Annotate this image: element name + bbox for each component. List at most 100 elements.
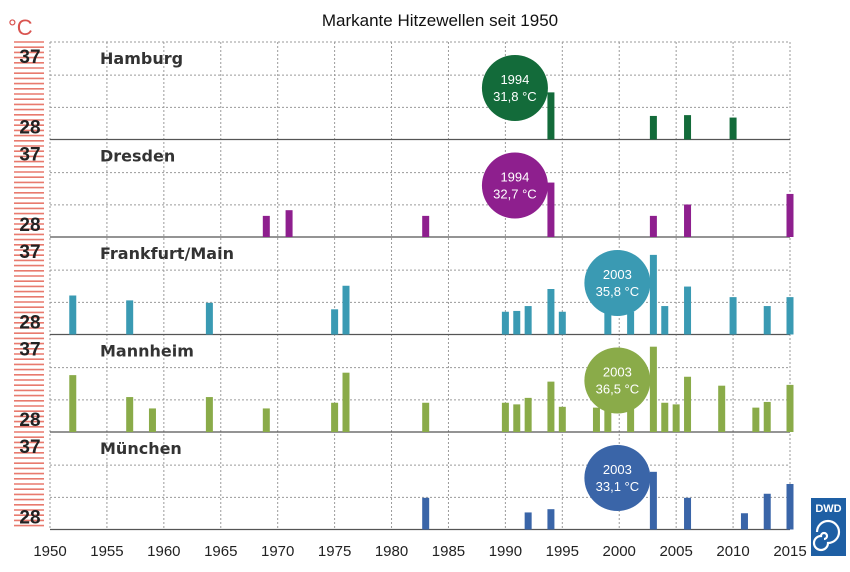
panel-hamburg: 37 28 Hamburg 1994 31,8 °C bbox=[19, 47, 737, 140]
bar bbox=[501, 402, 509, 432]
bar bbox=[729, 117, 737, 140]
logo-text: DWD bbox=[815, 503, 841, 515]
bar bbox=[763, 401, 771, 432]
panel-münchen: 37 28 München 2003 33,1 °C bbox=[19, 437, 794, 530]
x-tick-label: 1980 bbox=[375, 543, 408, 560]
panel-title: Hamburg bbox=[100, 49, 183, 68]
annotation-year: 2003 bbox=[603, 365, 632, 380]
bar bbox=[422, 215, 430, 237]
bar bbox=[649, 254, 657, 335]
y-tick-label: 28 bbox=[19, 410, 40, 431]
bar bbox=[547, 381, 555, 432]
bar bbox=[342, 285, 350, 335]
logo-spiral-icon bbox=[812, 519, 841, 552]
y-tick-label: 28 bbox=[19, 118, 40, 139]
bar bbox=[763, 306, 771, 335]
panel-title: München bbox=[100, 439, 182, 458]
bar bbox=[752, 407, 760, 432]
bar bbox=[649, 346, 657, 432]
bar bbox=[684, 376, 692, 432]
bar bbox=[649, 115, 657, 140]
x-tick-label: 2015 bbox=[773, 543, 806, 560]
y-tick-label: 28 bbox=[19, 215, 40, 236]
panel-title: Mannheim bbox=[100, 342, 194, 361]
x-tick-label: 1955 bbox=[90, 543, 123, 560]
bar bbox=[649, 471, 657, 530]
bar bbox=[684, 286, 692, 335]
bar bbox=[627, 311, 635, 335]
annotation-bubble bbox=[481, 55, 548, 121]
annotation-value: 35,8 °C bbox=[596, 284, 640, 299]
bar bbox=[285, 210, 293, 237]
panel-title: Dresden bbox=[100, 147, 175, 166]
bar bbox=[627, 402, 635, 432]
bar bbox=[422, 402, 430, 432]
bar bbox=[661, 402, 669, 432]
x-tick-label: 1965 bbox=[204, 543, 237, 560]
unit-label: °C bbox=[8, 15, 33, 40]
bar bbox=[69, 375, 77, 432]
bar bbox=[262, 408, 270, 432]
y-tick-label: 37 bbox=[19, 47, 40, 68]
temperature-scale-stripes bbox=[14, 41, 44, 527]
bar bbox=[513, 404, 521, 432]
annotation-bubble bbox=[481, 152, 548, 219]
x-tick-label: 1970 bbox=[261, 543, 294, 560]
bar bbox=[558, 406, 566, 432]
dwd-logo: DWD bbox=[811, 498, 846, 556]
x-tick-label: 1975 bbox=[318, 543, 351, 560]
bar bbox=[740, 513, 748, 530]
x-tick-label: 2005 bbox=[659, 543, 692, 560]
bar bbox=[547, 289, 555, 335]
annotation-value: 36,5 °C bbox=[596, 382, 640, 397]
bar bbox=[718, 385, 726, 432]
bar bbox=[524, 306, 532, 335]
x-tick-label: 1985 bbox=[432, 543, 465, 560]
bar bbox=[126, 397, 134, 432]
bar bbox=[786, 484, 794, 530]
bar bbox=[604, 306, 612, 335]
bar bbox=[729, 297, 737, 335]
bar bbox=[547, 509, 555, 530]
bar bbox=[148, 408, 156, 432]
bar bbox=[69, 295, 77, 335]
bar bbox=[684, 204, 692, 237]
y-tick-label: 28 bbox=[19, 508, 40, 529]
logo-background bbox=[811, 498, 846, 556]
y-tick-label: 28 bbox=[19, 313, 40, 334]
panel-frankfurt-main: 37 28 Frankfurt/Main 2003 35,8 °C bbox=[19, 242, 794, 335]
bar bbox=[661, 306, 669, 335]
annotation-bubble bbox=[584, 250, 651, 316]
y-tick-label: 37 bbox=[19, 242, 40, 263]
bar bbox=[592, 407, 600, 432]
bar bbox=[331, 309, 339, 335]
bar bbox=[786, 193, 794, 237]
y-tick-label: 37 bbox=[19, 145, 40, 166]
bar bbox=[604, 393, 612, 432]
y-tick-label: 37 bbox=[19, 340, 40, 361]
annotation-year: 1994 bbox=[500, 170, 529, 185]
bar bbox=[786, 384, 794, 432]
x-axis-labels: 1950 1955 1960 1965 1970 1975 1980 1985 1990 1995… bbox=[33, 543, 806, 560]
x-tick-label: 1990 bbox=[489, 543, 522, 560]
bar bbox=[672, 404, 680, 432]
bar bbox=[763, 493, 771, 530]
bar bbox=[524, 397, 532, 432]
bar bbox=[422, 497, 430, 530]
x-tick-label: 1995 bbox=[546, 543, 579, 560]
bar bbox=[649, 215, 657, 237]
bar bbox=[524, 512, 532, 530]
annotation-bubble bbox=[584, 347, 651, 414]
annotation-year: 2003 bbox=[603, 267, 632, 282]
bar bbox=[513, 310, 521, 335]
panel-dresden: 37 28 Dresden 1994 32,7 °C bbox=[19, 145, 794, 237]
bar bbox=[205, 397, 213, 432]
bar bbox=[501, 311, 509, 335]
annotation-value: 32,7 °C bbox=[493, 187, 537, 202]
annotation-value: 31,8 °C bbox=[493, 89, 537, 104]
bar bbox=[547, 182, 555, 237]
bar bbox=[262, 215, 270, 237]
annotation-bubble bbox=[584, 445, 651, 511]
panel-title: Frankfurt/Main bbox=[100, 244, 234, 263]
